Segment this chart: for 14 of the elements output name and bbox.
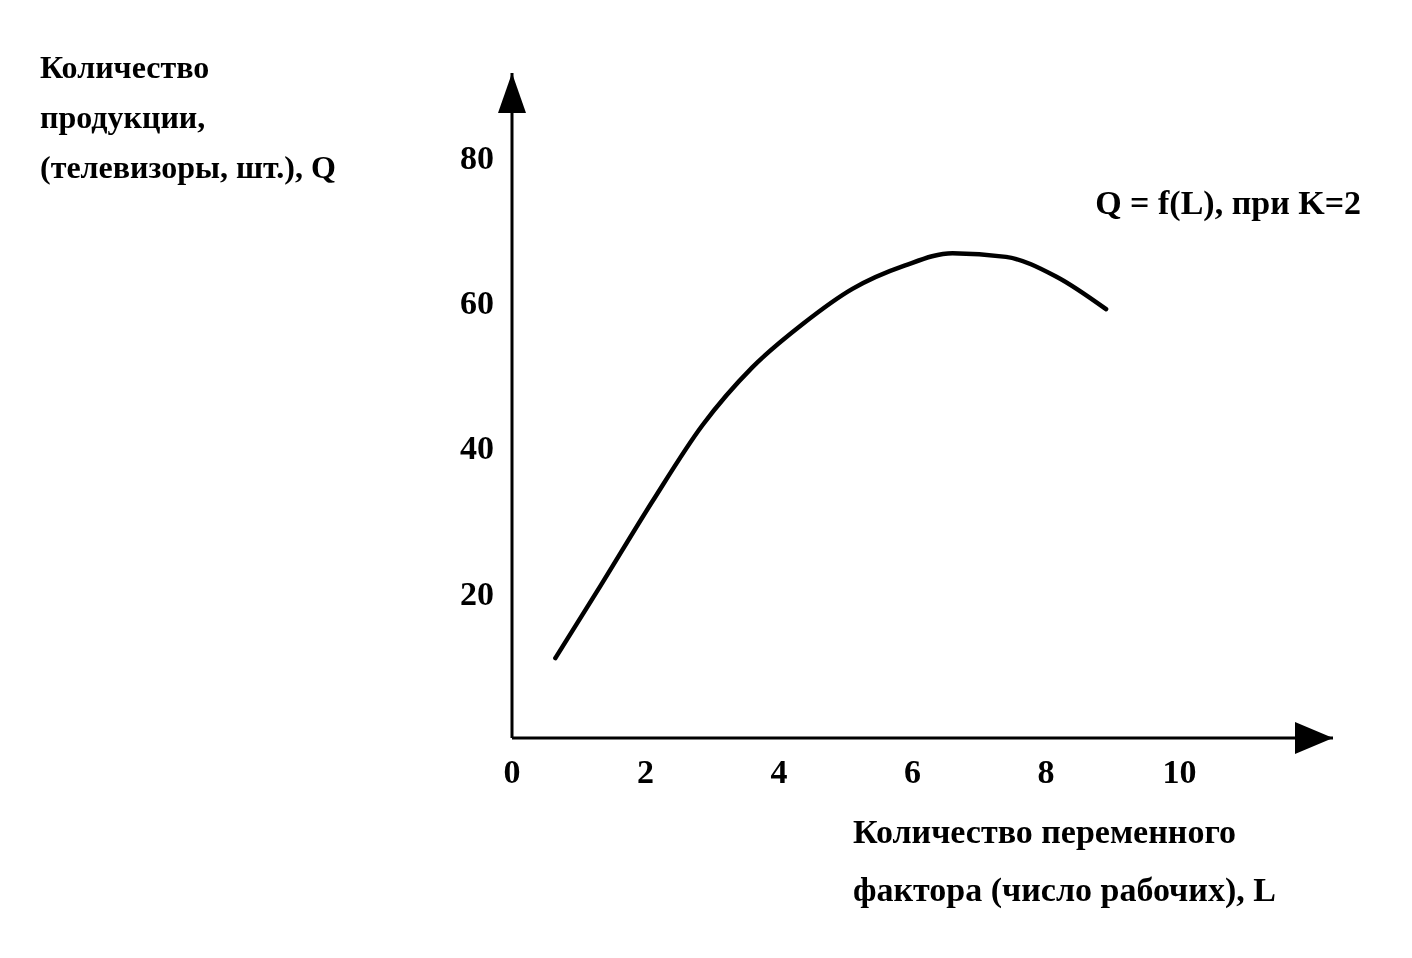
x-tick-label: 10 [1162, 753, 1197, 790]
y-tick-label: 40 [460, 429, 494, 467]
x-tick-label: 0 [503, 753, 521, 790]
x-tick-label: 6 [903, 753, 921, 790]
x-tick-label: 4 [770, 753, 788, 790]
series-label: Q = f(L), при K=2 [1095, 184, 1362, 223]
y-axis-title: Количество продукции, (телевизоры, шт.), Q [40, 49, 336, 185]
x-tick-label: 8 [1037, 753, 1055, 790]
line-series [553, 250, 1109, 661]
y-tick-label: 80 [460, 138, 494, 176]
x-tick-label: 2 [637, 753, 654, 790]
y-tick-label: 60 [460, 283, 494, 321]
y-tick-label: 20 [460, 574, 494, 612]
x-axis-title: Количество переменного фактора (число рабочих), L [853, 813, 1276, 909]
